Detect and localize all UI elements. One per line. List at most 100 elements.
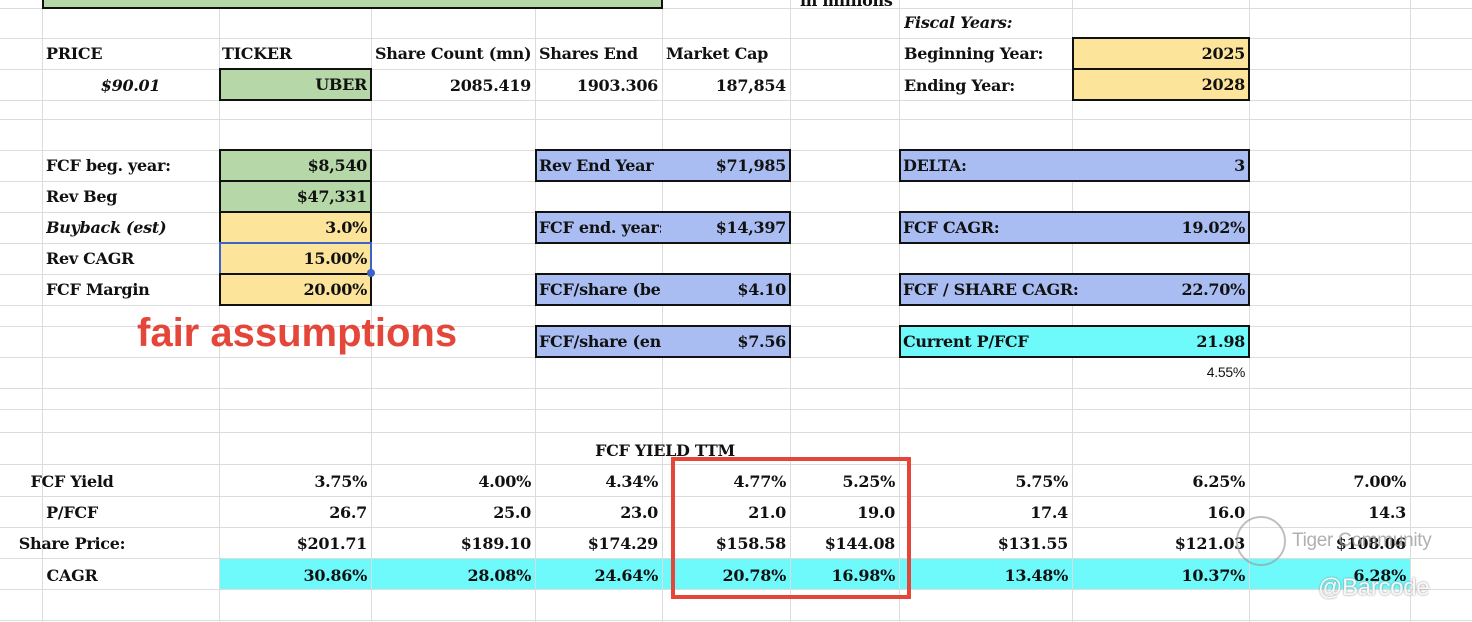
table-value: 13.48% (1004, 565, 1068, 585)
table-value: 4.00% (478, 471, 531, 491)
header: Market Cap (666, 43, 769, 63)
value: $71,985 (715, 156, 786, 175)
metric-box (899, 325, 1250, 358)
grid-line (0, 464, 1472, 465)
table-value: 17.4 (1030, 502, 1068, 522)
grid-line (0, 69, 1472, 70)
grid-line (0, 589, 1472, 590)
table-value: 3.75% (314, 471, 367, 491)
grid-line (371, 0, 372, 622)
grid-line (1410, 0, 1411, 622)
grid-line (0, 496, 1472, 497)
table-value: 20.78% (722, 565, 786, 585)
year-box (1072, 68, 1250, 101)
table-value: $121.03 (1174, 533, 1245, 553)
table-value: $189.10 (460, 533, 531, 553)
table-value: 26.7 (329, 502, 367, 522)
grid-line (1249, 0, 1250, 622)
output-box (535, 149, 791, 182)
table-value: 7.00% (1353, 471, 1406, 491)
table-value: 30.86% (303, 565, 367, 585)
metric-box (899, 149, 1250, 182)
value: $4.10 (737, 280, 786, 299)
grid-line (790, 0, 791, 622)
grid-line (662, 0, 663, 622)
value: 3 (1234, 156, 1245, 175)
grid-line (219, 0, 220, 622)
value: 1903.306 (576, 75, 658, 95)
row-label: Share Price: (18, 533, 126, 553)
metric-box (899, 273, 1250, 306)
table-value: $131.55 (997, 533, 1068, 553)
input-box (219, 273, 372, 306)
watermark-logo (1236, 516, 1286, 566)
grid-line (0, 527, 1472, 528)
table-title: FCF YIELD TTM (595, 440, 735, 460)
label: FCF end. year: (539, 218, 661, 237)
metric-box (899, 211, 1250, 244)
value: UBER (315, 74, 367, 94)
table-value: 10.37% (1181, 565, 1245, 585)
label: Rev CAGR (46, 249, 135, 268)
label: FCF beg. year: (46, 156, 171, 175)
table-value: 25.0 (493, 502, 531, 522)
value: 187,854 (715, 75, 786, 95)
grid-line (1072, 0, 1073, 622)
selection-handle (367, 269, 375, 277)
label: Fiscal Years: (904, 12, 1013, 32)
value: $90.01 (100, 75, 161, 95)
value: 22.70% (1181, 280, 1245, 299)
value: $7.56 (737, 332, 786, 351)
value: $47,331 (296, 187, 367, 206)
label: FCF Margin (46, 280, 150, 299)
note: in millions (800, 0, 893, 10)
value: 21.98 (1196, 332, 1245, 351)
output-box (535, 211, 791, 244)
header: Shares End (539, 43, 638, 63)
grid-line (0, 620, 1472, 621)
value: 2085.419 (449, 75, 531, 95)
label: FCF CAGR: (903, 218, 1000, 237)
highlight-box (671, 457, 911, 599)
grid-line (0, 432, 1472, 433)
output-box (535, 273, 791, 306)
grid-line (0, 100, 1472, 101)
table-value: 19.0 (857, 502, 895, 522)
value: 19.02% (1181, 218, 1245, 237)
grid-line (0, 388, 1472, 389)
grid-line (42, 0, 43, 622)
table-value: 4.77% (733, 471, 786, 491)
table-value: 24.64% (594, 565, 658, 585)
grid-line (535, 0, 536, 622)
row-label: P/FCF (46, 502, 98, 522)
label: DELTA: (903, 156, 967, 175)
table-value: 14.3 (1368, 502, 1406, 522)
label: FCF/share (beg (539, 280, 661, 299)
row-label: FCF Yield (30, 471, 114, 491)
row-label: CAGR (46, 565, 98, 585)
value: $14,397 (715, 218, 786, 237)
value: 20.00% (303, 280, 367, 299)
label: FCF/share (end (539, 332, 661, 351)
label: Ending Year: (904, 75, 1015, 95)
note: 4.55% (1206, 363, 1245, 380)
input-box (219, 242, 372, 275)
table-value: 4.34% (605, 471, 658, 491)
value: 3.0% (325, 218, 367, 237)
watermark-text: Tiger Community (1292, 530, 1432, 551)
header: Share Count (mn) (375, 43, 532, 63)
annotation: fair assumptions (137, 311, 458, 355)
table-value: 28.08% (467, 565, 531, 585)
watermark-text: @Barcode (1318, 574, 1430, 601)
table-value: $201.71 (296, 533, 367, 553)
cagr-row-fill (219, 558, 1410, 589)
grid-line (0, 38, 1472, 39)
value: 2025 (1201, 43, 1245, 63)
ticker-box (219, 68, 372, 101)
table-value: $174.29 (587, 533, 658, 553)
output-box (535, 325, 791, 358)
label: Rev Beg (46, 187, 118, 206)
table-value: 5.75% (1015, 471, 1068, 491)
